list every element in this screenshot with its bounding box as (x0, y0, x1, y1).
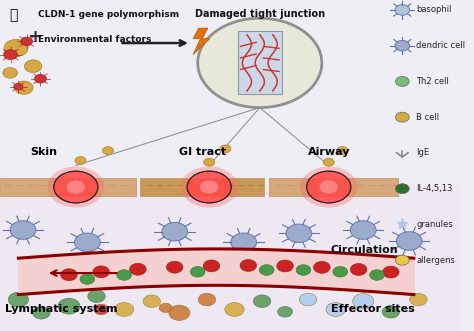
Circle shape (350, 263, 367, 275)
Circle shape (333, 266, 347, 277)
Text: allergens: allergens (416, 256, 455, 265)
Text: Th2 cell: Th2 cell (416, 77, 449, 86)
Text: B cell: B cell (416, 113, 439, 122)
FancyBboxPatch shape (269, 178, 398, 196)
Text: Circulation: Circulation (330, 245, 398, 255)
Text: basophil: basophil (416, 5, 452, 15)
Circle shape (300, 166, 357, 208)
Circle shape (259, 265, 274, 275)
Text: GI tract: GI tract (179, 147, 227, 157)
Circle shape (350, 221, 376, 239)
Circle shape (395, 184, 409, 194)
Circle shape (410, 293, 427, 306)
Circle shape (395, 40, 410, 51)
Circle shape (200, 180, 219, 194)
Text: IgE: IgE (416, 148, 429, 158)
Circle shape (159, 303, 172, 312)
Text: Airway: Airway (308, 147, 351, 157)
Circle shape (396, 232, 422, 250)
Circle shape (395, 112, 409, 122)
Circle shape (395, 76, 409, 86)
Circle shape (10, 221, 36, 239)
Circle shape (395, 5, 410, 15)
Circle shape (203, 260, 220, 272)
Polygon shape (193, 28, 210, 55)
Circle shape (353, 294, 374, 309)
Circle shape (94, 304, 109, 315)
Circle shape (220, 145, 231, 153)
Circle shape (21, 37, 33, 46)
Circle shape (61, 269, 77, 281)
Circle shape (75, 157, 86, 165)
Text: Skin: Skin (30, 147, 57, 157)
Circle shape (93, 266, 109, 278)
Circle shape (314, 261, 330, 273)
Circle shape (323, 158, 334, 166)
Circle shape (80, 274, 95, 284)
Circle shape (33, 307, 50, 319)
Circle shape (74, 233, 100, 252)
Circle shape (253, 295, 271, 307)
Circle shape (286, 224, 312, 243)
Circle shape (383, 266, 399, 278)
Circle shape (117, 270, 131, 280)
FancyBboxPatch shape (140, 178, 264, 196)
Text: CLDN-1 gene polymorphism: CLDN-1 gene polymorphism (38, 10, 179, 19)
Circle shape (240, 260, 256, 271)
Circle shape (4, 50, 18, 60)
Circle shape (67, 180, 85, 194)
Circle shape (15, 81, 33, 94)
Circle shape (296, 265, 311, 275)
FancyBboxPatch shape (0, 185, 460, 331)
Text: IL-4,5,13: IL-4,5,13 (416, 184, 453, 193)
Circle shape (204, 158, 215, 166)
Circle shape (198, 293, 216, 306)
Circle shape (8, 292, 28, 307)
Circle shape (4, 39, 28, 57)
Circle shape (181, 166, 237, 208)
Circle shape (58, 298, 80, 314)
Circle shape (54, 171, 98, 203)
Circle shape (102, 147, 114, 155)
Circle shape (278, 307, 292, 317)
Circle shape (299, 293, 317, 306)
FancyBboxPatch shape (0, 178, 136, 196)
Circle shape (231, 233, 256, 252)
Circle shape (307, 171, 351, 203)
Circle shape (162, 222, 188, 241)
Circle shape (130, 263, 146, 275)
FancyBboxPatch shape (237, 31, 282, 94)
Circle shape (47, 166, 104, 208)
Text: Lymphatic system: Lymphatic system (5, 305, 117, 314)
Text: dendric cell: dendric cell (416, 41, 465, 50)
Text: 🧬: 🧬 (9, 8, 18, 22)
Circle shape (3, 68, 18, 78)
Circle shape (319, 180, 338, 194)
Text: Effector sites: Effector sites (331, 305, 415, 314)
Circle shape (395, 255, 409, 265)
Circle shape (370, 270, 384, 280)
Circle shape (191, 266, 205, 277)
Text: Damaged tight junction: Damaged tight junction (195, 9, 325, 19)
Circle shape (35, 74, 46, 83)
Circle shape (166, 261, 183, 273)
Circle shape (24, 60, 42, 72)
Circle shape (187, 171, 231, 203)
Circle shape (382, 306, 400, 318)
Circle shape (143, 295, 161, 307)
Circle shape (277, 260, 293, 272)
Circle shape (337, 147, 348, 155)
Text: granules: granules (416, 220, 453, 229)
Text: Environmental factors: Environmental factors (38, 35, 151, 44)
Circle shape (169, 305, 190, 320)
Circle shape (198, 18, 322, 108)
Circle shape (225, 303, 244, 316)
Circle shape (88, 290, 105, 303)
Circle shape (14, 83, 23, 90)
Text: +: + (27, 28, 43, 46)
Circle shape (326, 303, 345, 316)
Circle shape (115, 303, 134, 316)
